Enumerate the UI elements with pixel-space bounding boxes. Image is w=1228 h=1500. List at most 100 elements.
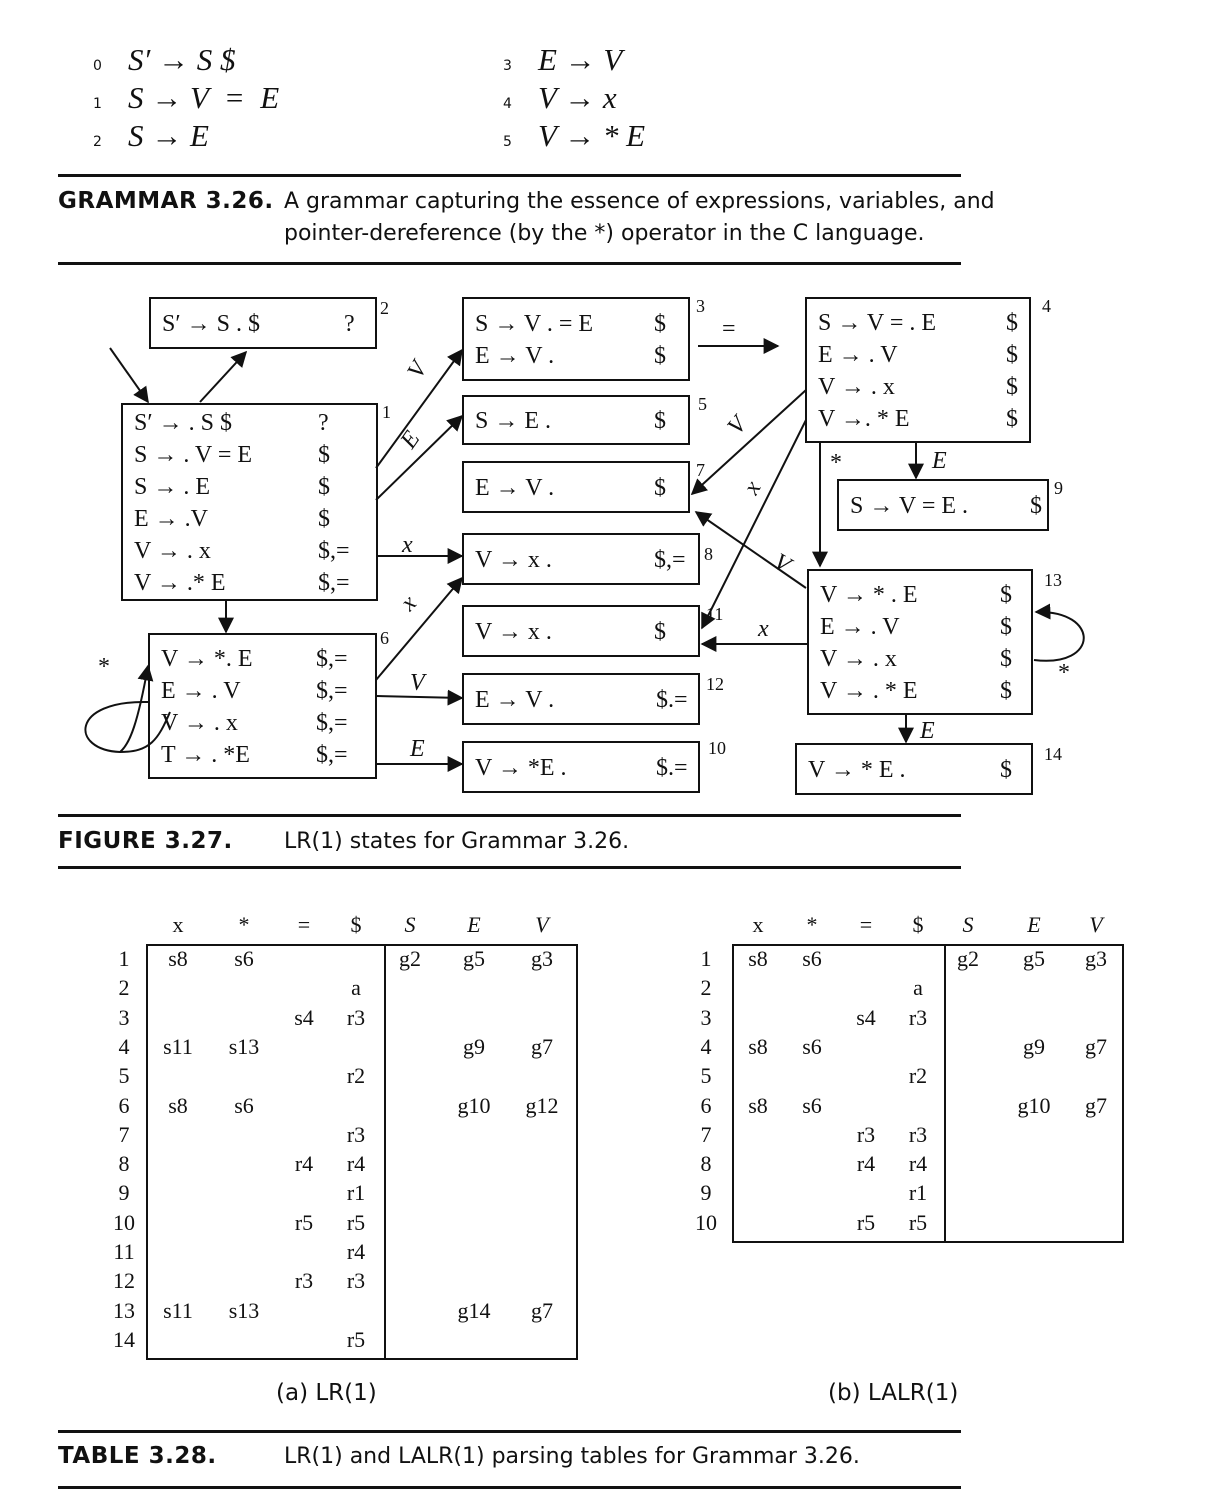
self-loop-tail-6 (119, 664, 154, 753)
state-lookahead: $ (654, 475, 666, 501)
state-box-2 (149, 297, 377, 349)
table-cell: r3 (346, 1004, 366, 1030)
state-item: S → V . = E (475, 311, 593, 337)
state-item: V → .* E (134, 570, 226, 596)
table-cell: s6 (234, 946, 254, 971)
transition-label: x (395, 590, 422, 617)
state-lookahead: $ (1006, 342, 1018, 368)
table-state-number: 2 (700, 975, 712, 1001)
divider (58, 814, 961, 817)
table-header: S (962, 912, 974, 937)
transition-arrow (701, 419, 807, 630)
state-number: 12 (706, 674, 724, 694)
state-box-3 (462, 297, 690, 381)
state-item: E → .V (134, 506, 209, 532)
table-cell: r3 (908, 1121, 928, 1147)
table-border (146, 944, 578, 1361)
transition-arrow (109, 347, 149, 404)
table-cell: r5 (856, 1209, 876, 1235)
table-cell: s6 (234, 1092, 254, 1118)
transition-arrow (690, 389, 807, 496)
state-item: S′ → S . $ (162, 311, 260, 337)
state-item: V → x . (475, 547, 552, 573)
table-state-number: 6 (700, 1092, 712, 1118)
table-cell: g9 (463, 1033, 485, 1059)
production: V → * E (538, 118, 646, 153)
table-cell: s8 (748, 946, 768, 971)
production-number: 2 (93, 134, 102, 150)
table-cell: r3 (908, 1004, 928, 1030)
state-item: E → . V (161, 678, 241, 704)
state-item: V → . * E (820, 678, 918, 704)
table-header: = (297, 912, 311, 937)
table-cell: g9 (1023, 1033, 1045, 1059)
state-lookahead: $ (654, 619, 666, 645)
table-cell: s6 (802, 1033, 822, 1059)
lr1-state-diagram: S′ → . S $ ? S → . V = E $ S → . E $ E → .V $ V … (84, 296, 1085, 795)
table-cell: r3 (346, 1121, 366, 1147)
table-state-number: 12 (113, 1268, 135, 1294)
table-state-number: 8 (700, 1151, 712, 1177)
table-cell: r5 (908, 1209, 928, 1235)
table-border (732, 944, 1124, 1243)
state-lookahead: $ (1006, 406, 1018, 432)
table-state-number: 14 (113, 1326, 135, 1352)
state-lookahead: $.= (656, 755, 688, 781)
transition-arrow (375, 348, 463, 469)
transition-label: E (395, 426, 425, 454)
table-cell: g14 (457, 1297, 491, 1323)
table-cell: s8 (168, 1092, 188, 1118)
transition-label: x (738, 476, 767, 499)
table-cell: g12 (525, 1092, 559, 1118)
state-item: S → . E (134, 474, 210, 500)
table-cell: g7 (531, 1033, 553, 1059)
production-number: 5 (503, 134, 512, 150)
table-state-number: 5 (118, 1063, 130, 1089)
state-number: 2 (380, 298, 389, 318)
state-lookahead: $ (318, 506, 330, 532)
divider (58, 1486, 961, 1489)
self-loop-arrow-13 (1033, 603, 1085, 662)
table-cell: s13 (228, 1297, 260, 1323)
state-item: E → V . (475, 475, 554, 501)
state-item: S′ → . S $ (134, 410, 232, 436)
state-number: 5 (698, 394, 707, 414)
table-state-number: 6 (118, 1092, 130, 1118)
state-lookahead: $,= (318, 570, 350, 596)
table-cell: g10 (1017, 1092, 1051, 1118)
grammar-caption-label: GRAMMAR 3.26. (58, 188, 274, 214)
state-item: V → . x (820, 646, 897, 672)
state-number: 14 (1044, 744, 1062, 764)
table-divider (384, 944, 386, 1361)
state-item: S → . V = E (134, 442, 252, 468)
table-cell: g7 (531, 1297, 553, 1323)
state-number: 13 (1044, 570, 1062, 590)
state-number: 4 (1042, 296, 1051, 316)
state-item: E → . V (820, 614, 900, 640)
state-lookahead: ? (344, 311, 355, 337)
lr1-table-label: (a) LR(1) (276, 1380, 377, 1406)
transition-label: E (931, 448, 947, 474)
table-state-number: 3 (118, 1004, 130, 1030)
table-state-number: 10 (695, 1209, 717, 1235)
table-state-number: 3 (700, 1004, 712, 1030)
figure-caption-text: LR(1) states for Grammar 3.26. (284, 829, 630, 854)
state-box-4 (805, 297, 1031, 443)
table-header: * (806, 912, 818, 937)
divider (58, 174, 961, 177)
table-cell: s6 (802, 1092, 822, 1118)
state-item: V → . x (161, 710, 238, 736)
state-lookahead: $ (1000, 757, 1012, 783)
lalr1-table-label: (b) LALR(1) (828, 1380, 959, 1406)
state-item: E → V . (475, 687, 554, 713)
table-state-number: 1 (700, 946, 712, 971)
state-item: V →. * E (818, 406, 910, 432)
table-cell: s11 (163, 1297, 193, 1323)
state-lookahead: $ (1000, 646, 1012, 672)
table-cell: g2 (957, 946, 979, 971)
grammar-caption-line: pointer-dereference (by the *) operator … (284, 221, 925, 246)
table-header: $ (912, 912, 924, 937)
state-lookahead: $,= (316, 710, 348, 736)
table-cell: r1 (908, 1180, 928, 1206)
state-item: V → . x (818, 374, 895, 400)
